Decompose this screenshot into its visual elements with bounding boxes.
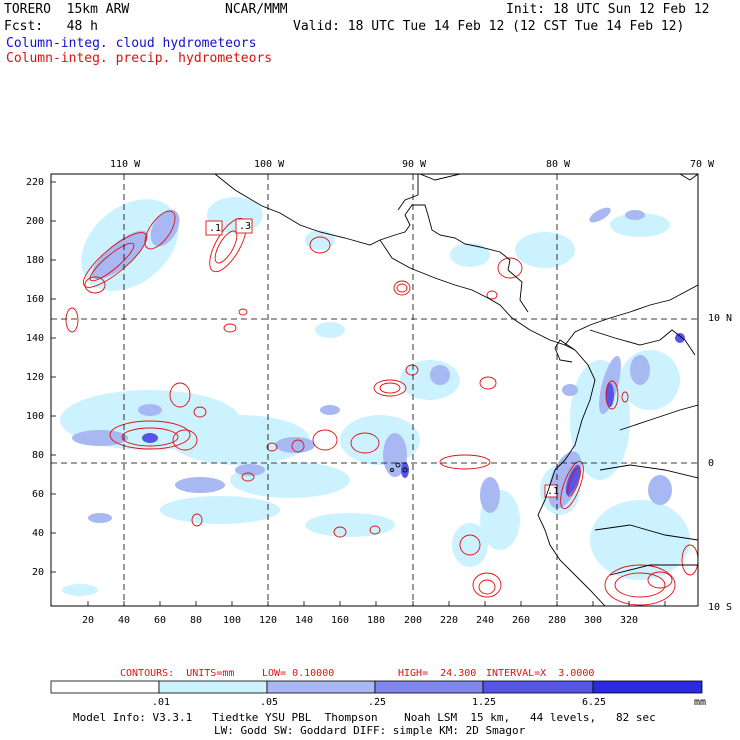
y-tick-label: 100 xyxy=(26,411,45,422)
colorbar-label: .05 xyxy=(260,697,279,708)
contours-interval: INTERVAL=X 3.0000 xyxy=(486,668,595,679)
legend-precip: Column-integ. precip. hydrometeors xyxy=(6,51,273,66)
x-tick-label: 320 xyxy=(620,615,639,626)
contours-high: HIGH= 24.300 xyxy=(398,668,477,679)
init-time: Init: 18 UTC Sun 12 Feb 12 xyxy=(506,2,710,17)
valid-time: Valid: 18 UTC Tue 14 Feb 12 (12 CST Tue … xyxy=(293,19,685,34)
contour-label-boxes xyxy=(205,218,558,498)
x-tick-label: 200 xyxy=(404,615,423,626)
x-tick-label: 20 xyxy=(82,615,95,626)
contour-label: .1 xyxy=(209,223,222,234)
contour-label: .1 xyxy=(547,486,560,497)
axis-ticks xyxy=(51,181,666,606)
grid-lines xyxy=(51,174,698,606)
legend-cloud: Column-integ. cloud hydrometeors xyxy=(6,36,257,51)
top-lon-label: 110 W xyxy=(110,159,141,170)
y-tick-label: 60 xyxy=(32,489,45,500)
x-tick-label: 240 xyxy=(476,615,495,626)
y-tick-label: 20 xyxy=(32,567,45,578)
top-lon-label: 70 W xyxy=(690,159,715,170)
model-info-line2: LW: Godd SW: Goddard DIFF: simple KM: 2D… xyxy=(214,724,526,737)
colorbar-label: 6.25 xyxy=(582,697,607,708)
top-lon-label: 100 W xyxy=(254,159,285,170)
y-tick-label: 160 xyxy=(26,294,45,305)
x-tick-label: 140 xyxy=(295,615,314,626)
colorbar-label: .01 xyxy=(152,697,171,708)
x-tick-label: 160 xyxy=(331,615,350,626)
colorbar-unit: mm xyxy=(694,697,707,708)
y-tick-label: 80 xyxy=(32,450,45,461)
precip-contours xyxy=(65,210,698,606)
model-info-line1: Model Info: V3.3.1 Tiedtke YSU PBL Thomp… xyxy=(73,711,656,724)
y-tick-label: 220 xyxy=(26,177,45,188)
x-tick-label: 60 xyxy=(154,615,167,626)
forecast-hour: Fcst: 48 h xyxy=(4,19,98,34)
colorbar xyxy=(50,680,703,694)
contour-label: .3 xyxy=(239,221,252,232)
cloud-field-heavy xyxy=(142,333,685,496)
x-tick-label: 220 xyxy=(440,615,459,626)
y-tick-label: 180 xyxy=(26,255,45,266)
org-name: NCAR/MMM xyxy=(225,2,288,17)
x-tick-label: 40 xyxy=(118,615,131,626)
right-lat-label: 10 S xyxy=(708,602,733,613)
right-lat-label: 0 xyxy=(708,458,715,469)
x-tick-label: 120 xyxy=(259,615,278,626)
model-title: TORERO 15km ARW xyxy=(4,2,130,17)
y-tick-label: 120 xyxy=(26,372,45,383)
x-tick-label: 180 xyxy=(367,615,386,626)
top-lon-label: 80 W xyxy=(546,159,571,170)
map-frame xyxy=(50,173,699,607)
colorbar-label: .25 xyxy=(368,697,387,708)
contours-units: CONTOURS: UNITS=mm xyxy=(120,668,235,679)
x-tick-label: 80 xyxy=(190,615,203,626)
y-tick-label: 140 xyxy=(26,333,45,344)
right-lat-label: 10 N xyxy=(708,313,733,324)
coastlines xyxy=(214,174,698,606)
x-tick-label: 260 xyxy=(512,615,531,626)
y-tick-label: 40 xyxy=(32,528,45,539)
y-tick-label: 200 xyxy=(26,216,45,227)
colorbar-label: 1.25 xyxy=(472,697,497,708)
top-lon-label: 90 W xyxy=(402,159,427,170)
x-tick-label: 100 xyxy=(223,615,242,626)
x-tick-label: 280 xyxy=(548,615,567,626)
x-tick-label: 300 xyxy=(584,615,603,626)
contours-low: LOW= 0.10000 xyxy=(262,668,335,679)
